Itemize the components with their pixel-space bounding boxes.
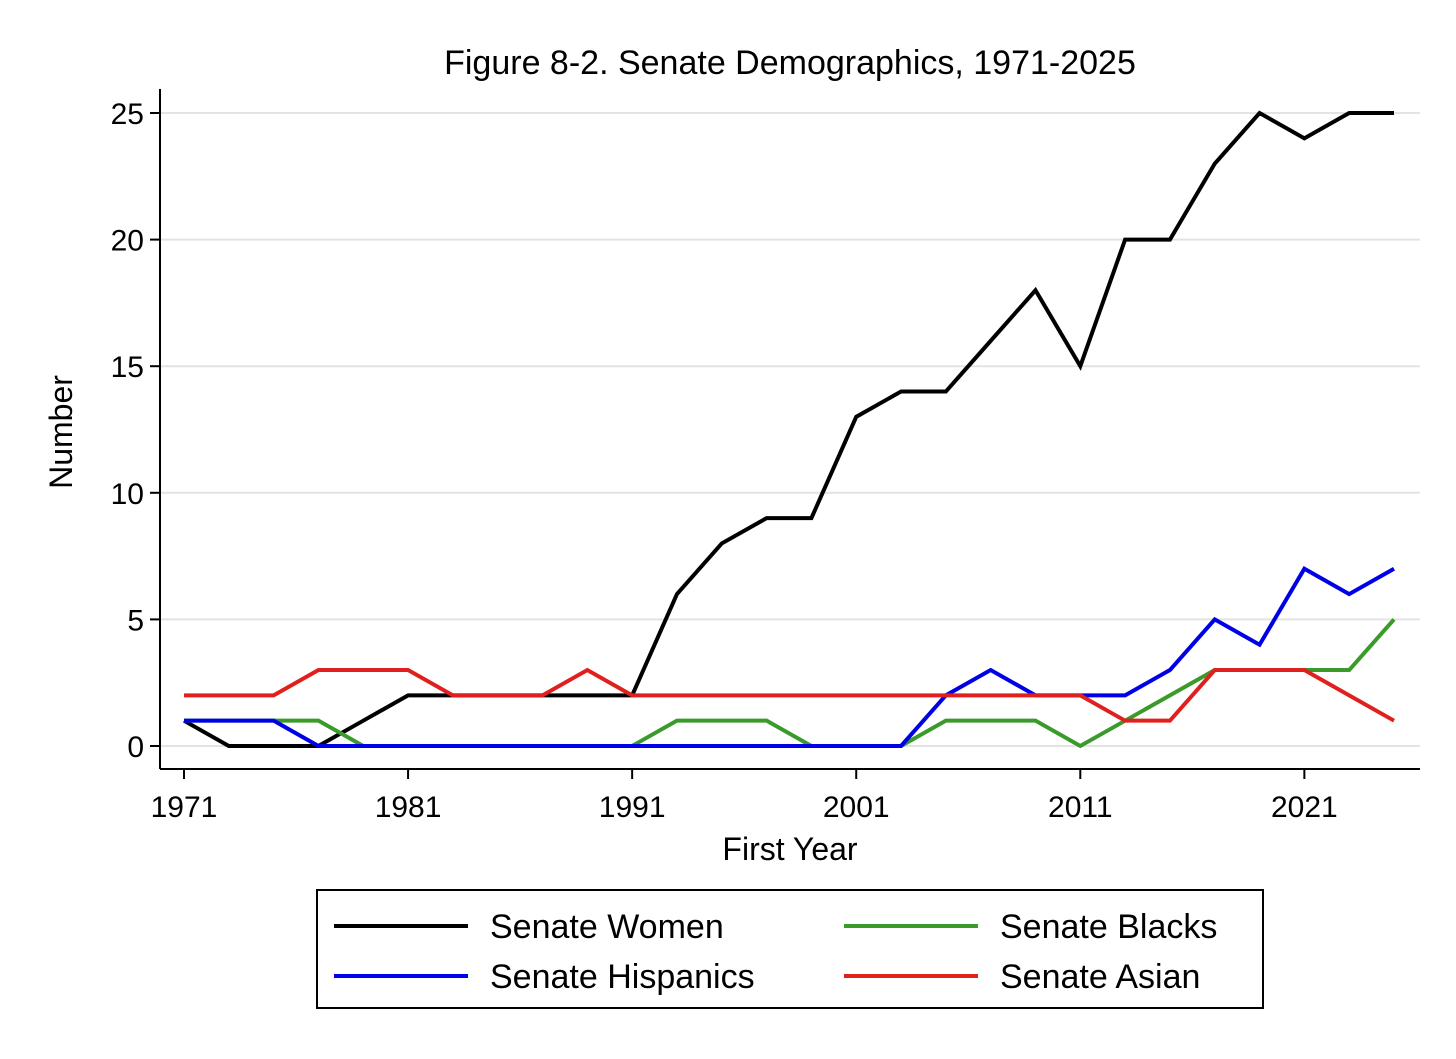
gridlines	[160, 112, 1420, 747]
legend-box	[316, 889, 1264, 1009]
series-line-senate-asian	[184, 667, 1395, 723]
y-axis-label: Number	[43, 375, 79, 489]
y-tick-label: 20	[111, 225, 144, 258]
y-tick-label: 15	[111, 351, 144, 384]
legend-item-senate-asian: Senate Asian	[844, 958, 1200, 996]
series-lines	[183, 110, 1396, 749]
legend-label: Senate Hispanics	[490, 958, 755, 996]
x-tick-label: 2001	[823, 791, 890, 824]
legend-label: Senate Women	[490, 908, 724, 946]
series-line-senate-women	[183, 110, 1394, 748]
series-line-senate-hispanics	[184, 566, 1395, 748]
y-tick-label: 10	[111, 478, 144, 511]
y-tick-label: 5	[127, 604, 144, 637]
chart-title: Figure 8-2. Senate Demographics, 1971-20…	[444, 44, 1136, 82]
legend-item-senate-blacks: Senate Blacks	[844, 908, 1217, 946]
legend-label: Senate Asian	[1000, 958, 1200, 996]
x-tick-label: 1981	[375, 791, 442, 824]
y-tick-label: 25	[111, 98, 144, 131]
series-line-senate-blacks	[184, 618, 1396, 749]
x-tick-label: 1971	[151, 791, 218, 824]
legend: Senate Women Senate Blacks Senate Hispanic…	[316, 889, 1264, 1009]
legend-item-senate-women: Senate Women	[334, 908, 724, 946]
x-tick-label: 2011	[1048, 791, 1113, 824]
legend-item-senate-hispanics: Senate Hispanics	[334, 958, 755, 996]
y-tick-label: 0	[127, 731, 144, 764]
x-tick-label: 2021	[1271, 791, 1338, 824]
x-axis-label: First Year	[722, 831, 858, 867]
axes	[159, 89, 1420, 770]
legend-label: Senate Blacks	[1000, 908, 1217, 946]
ticks: 0 5 10 15 20 25 1971 1981 1991 2001 2011 2021	[111, 98, 1338, 824]
x-tick-label: 1991	[599, 791, 666, 824]
